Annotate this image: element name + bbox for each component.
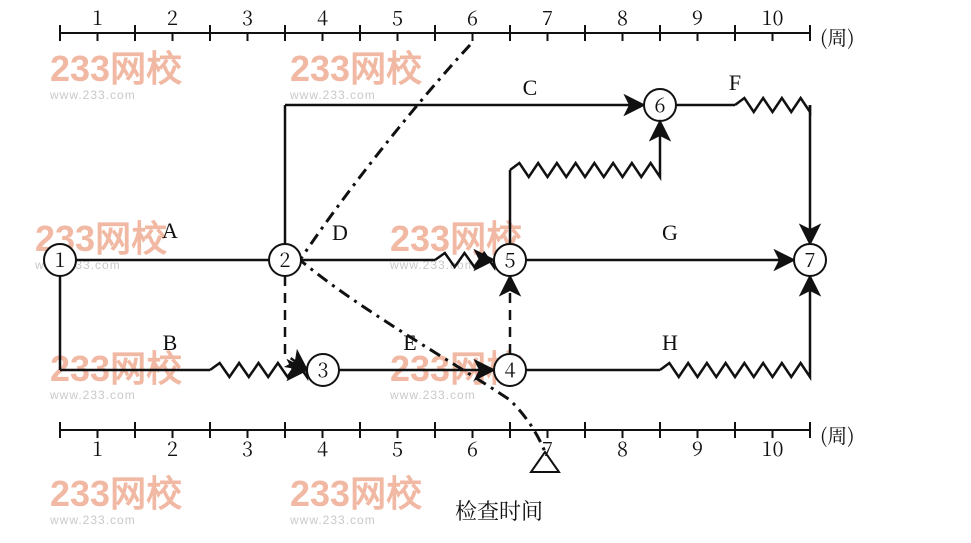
svg-text:2: 2 [280, 244, 291, 273]
svg-text:9: 9 [692, 433, 703, 462]
svg-text:A: A [162, 218, 178, 243]
svg-text:3: 3 [242, 433, 253, 462]
svg-text:9: 9 [692, 2, 703, 31]
svg-text:H: H [662, 330, 678, 355]
svg-text:6: 6 [467, 2, 478, 31]
svg-text:6: 6 [467, 433, 478, 462]
svg-text:10: 10 [762, 2, 784, 31]
svg-text:5: 5 [392, 2, 403, 31]
svg-text:E: E [403, 330, 416, 355]
svg-text:10: 10 [762, 433, 784, 462]
svg-text:4: 4 [317, 2, 328, 31]
svg-text:5: 5 [505, 244, 516, 273]
svg-text:3: 3 [242, 2, 253, 31]
svg-text:C: C [523, 75, 538, 100]
svg-text:1: 1 [55, 244, 66, 273]
svg-text:6: 6 [655, 89, 666, 118]
svg-text:8: 8 [617, 433, 628, 462]
svg-text:2: 2 [167, 2, 178, 31]
svg-text:8: 8 [617, 2, 628, 31]
svg-text:7: 7 [805, 244, 816, 273]
svg-text:5: 5 [392, 433, 403, 462]
svg-text:3: 3 [318, 354, 329, 383]
svg-text:1: 1 [92, 433, 103, 462]
svg-text:7: 7 [542, 2, 553, 31]
axis-unit-top: (周) [820, 22, 855, 51]
check-time-label: 检查时间 [455, 495, 543, 526]
svg-text:4: 4 [505, 354, 516, 383]
axis-unit-bottom: (周) [820, 420, 855, 449]
svg-text:4: 4 [317, 433, 328, 462]
network-diagram: 1122334455667788991010 ABCDEFGH 1234567 [0, 0, 971, 543]
svg-text:G: G [662, 220, 678, 245]
svg-text:F: F [729, 70, 741, 95]
svg-text:2: 2 [167, 433, 178, 462]
svg-text:1: 1 [92, 2, 103, 31]
svg-text:D: D [332, 220, 348, 245]
svg-text:B: B [163, 330, 178, 355]
